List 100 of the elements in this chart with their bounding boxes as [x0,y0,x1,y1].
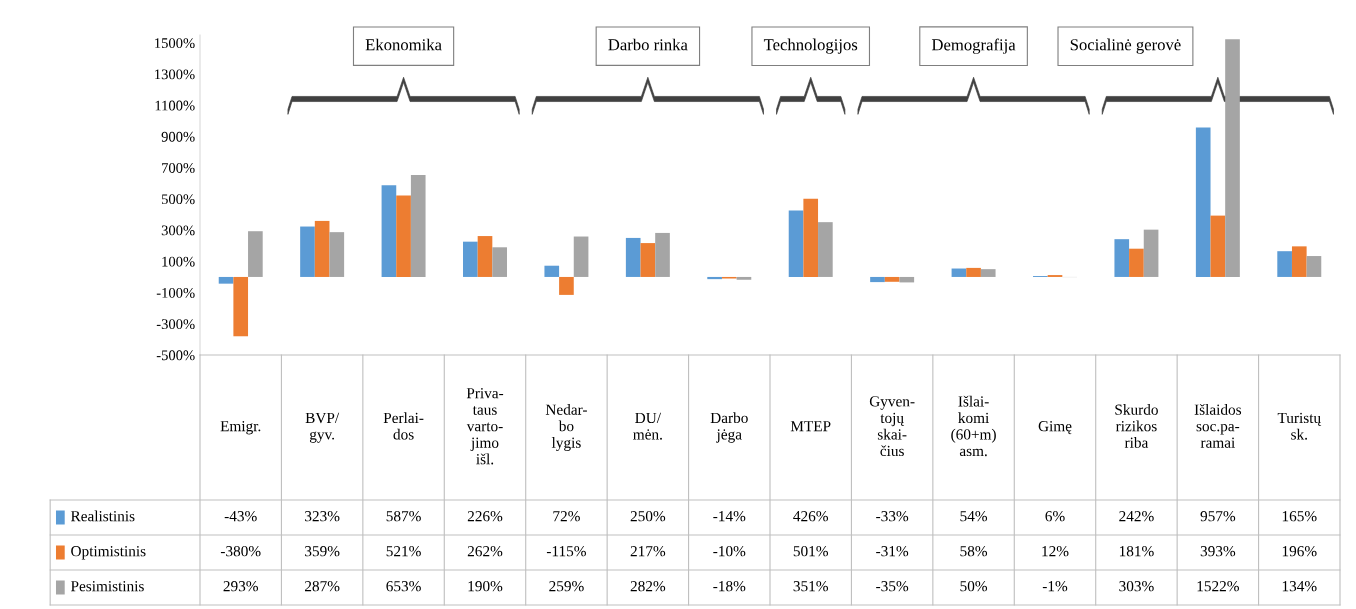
data-label: 196% [1282,546,1317,557]
data-label: 58% [960,546,988,557]
data-label: 587% [386,511,421,522]
y-tick-label: 700% [162,163,195,173]
x-tick-label: Gimę [1038,421,1072,435]
bar [1291,246,1307,277]
data-label: 262% [467,546,503,557]
data-label: 6% [1045,511,1065,522]
bar [248,231,263,277]
bar [1277,251,1292,277]
bar [1210,215,1226,277]
bar [625,237,641,277]
data-label: 181% [1119,546,1154,557]
data-label: 50% [960,581,988,592]
bar [381,185,397,277]
data-label: 165% [1282,511,1317,522]
bar [1195,127,1211,277]
bar [640,243,656,277]
bar [966,267,981,277]
data-label: 521% [386,546,421,557]
x-tick-label: Priva- taus varto- jimo išl. [466,388,504,465]
data-label: 1522% [1197,581,1239,592]
bar [463,241,478,277]
bar [707,276,722,280]
bar [329,232,345,277]
y-tick-label: 1100% [155,100,195,111]
bar [1114,239,1130,277]
y-tick-label: -300% [156,319,195,330]
legend-label: Pesimistinis [70,581,144,592]
bar [410,175,426,277]
annotation: Ekonomika [365,38,442,51]
y-tick-label: 900% [161,131,195,142]
data-label: 282% [630,581,666,592]
data-label: 957% [1200,511,1236,522]
legend-label: Optimistinis [71,546,146,560]
data-label: 323% [305,511,340,522]
data-label: -1% [1042,581,1068,592]
x-tick-label: Išlai- komi (60+m) asm. [951,395,996,457]
bar [477,236,493,277]
data-label: -35% [876,581,909,592]
bar [1306,256,1322,277]
x-tick-label: Emigr. [220,421,261,435]
data-label: -10% [713,546,746,557]
data-label: 653% [386,581,421,592]
data-label: 54% [960,511,988,522]
y-tick-label: 1300% [155,69,195,80]
bar [396,195,411,277]
annotation: Socialinė gerovė [1070,38,1181,54]
data-label: 250% [630,511,666,522]
bar [1129,248,1144,277]
annotation: Demografija [931,38,1016,54]
data-label: -31% [876,546,909,557]
bar [803,198,819,277]
data-label: 72% [553,511,580,522]
bar [559,276,574,295]
bar [980,269,996,277]
y-tick-label: 1500% [155,38,195,49]
data-label: -380% [220,546,261,557]
data-label: 359% [305,546,340,557]
bar [788,210,804,277]
data-label: 501% [793,546,829,557]
bar [544,265,560,277]
bar [899,276,915,283]
bar [1143,229,1159,277]
x-tick-label: DU/ mėn. [633,412,662,440]
data-label: 393% [1200,546,1236,557]
x-tick-label: Turistų sk. [1277,412,1322,440]
annotation: Darbo rinka [608,38,688,51]
data-label: 134% [1282,581,1317,592]
data-label: 12% [1042,546,1069,557]
data-label: -43% [224,511,257,522]
bar [1225,39,1240,277]
bar [818,222,833,277]
x-tick-label: Skurdo rizikos riba [1115,404,1158,448]
data-label: 190% [468,581,503,592]
x-tick-label: MTEP [790,421,831,432]
data-label: -115% [546,546,586,557]
x-tick-label: Darbo jėga [710,412,748,443]
y-tick-label: 100% [162,256,195,267]
data-label: 242% [1119,511,1154,522]
legend-label: Realistinis [70,510,135,522]
data-label: -33% [876,511,909,522]
data-label: 426% [793,511,829,522]
data-label: 259% [549,581,584,592]
x-tick-label: BVP/ gyv. [305,412,340,443]
bar [314,220,330,277]
data-label: -18% [713,581,746,592]
data-label: 287% [304,581,340,592]
bar [233,276,249,337]
bar [573,236,589,277]
x-tick-label: Gyven- tojų skai- čius [869,396,915,457]
bar [951,268,967,277]
y-tick-label: -500% [156,350,195,361]
data-label: 217% [630,546,666,557]
bar [884,276,900,282]
x-tick-label: Perlai- dos [383,412,424,440]
data-label: -14% [713,511,746,522]
x-tick-label: Nedar- bo lygis [545,404,587,451]
bar [736,276,752,280]
bar [492,247,507,277]
